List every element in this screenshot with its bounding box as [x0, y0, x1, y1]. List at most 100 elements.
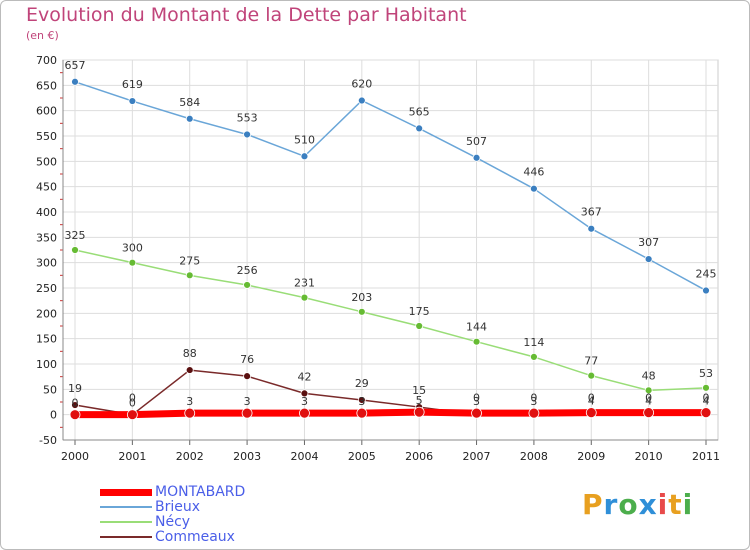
point-montabard	[643, 407, 655, 419]
data-label-brieux: 584	[179, 96, 200, 109]
legend-swatch	[100, 536, 152, 538]
data-labels: 6576195845535106205655074463673072453253…	[65, 59, 717, 410]
point-n-cy	[128, 258, 137, 267]
point-brieux	[185, 114, 194, 123]
data-label-n-cy: 48	[642, 369, 656, 382]
point-commeaux	[243, 372, 251, 381]
data-label-n-cy: 114	[523, 336, 544, 349]
data-label-brieux: 619	[122, 78, 143, 91]
chart-title: Evolution du Montant de la Dette par Hab…	[26, 4, 467, 26]
point-brieux	[472, 153, 481, 162]
data-label-brieux: 565	[409, 105, 430, 118]
point-brieux	[587, 224, 596, 233]
data-label-commeaux: 29	[355, 377, 369, 390]
point-n-cy	[185, 271, 194, 280]
point-brieux	[357, 96, 366, 105]
point-n-cy	[357, 307, 366, 316]
y-tick-label: 150	[36, 333, 57, 346]
y-tick-label: 650	[36, 79, 57, 92]
logo-letter: o	[618, 488, 639, 521]
data-label-commeaux: 0	[530, 392, 537, 405]
logo-letter: i	[657, 488, 669, 521]
point-montabard	[69, 409, 81, 421]
data-label-montabard: 0	[72, 397, 79, 410]
data-label-commeaux: 0	[129, 392, 136, 405]
data-label-commeaux: 0	[703, 392, 710, 405]
x-tick-label: 2002	[176, 450, 204, 463]
data-label-n-cy: 175	[409, 305, 430, 318]
data-label-commeaux: 19	[68, 382, 82, 395]
y-axis: -50 0 50 100 150 200 250 300 350 400 450 500 550 600 6…	[36, 54, 64, 447]
series-line-brieux	[74, 81, 707, 292]
legend-label: Commeaux	[155, 529, 235, 545]
y-tick-label: 0	[50, 409, 57, 422]
point-montabard	[585, 407, 597, 419]
data-label-n-cy: 144	[466, 321, 487, 334]
logo-letter: i	[682, 488, 694, 521]
data-label-montabard: 4	[645, 395, 652, 408]
data-label-commeaux: 0	[473, 392, 480, 405]
data-label-n-cy: 300	[122, 242, 143, 255]
point-commeaux	[71, 401, 79, 409]
data-label-montabard: 4	[588, 395, 595, 408]
point-montabard	[356, 407, 368, 419]
point-commeaux	[357, 396, 366, 404]
point-brieux	[128, 97, 137, 105]
data-label-montabard: 3	[301, 395, 308, 408]
x-tick-label: 2000	[61, 450, 89, 463]
data-label-n-cy: 325	[65, 229, 86, 242]
data-label-montabard: 3	[530, 395, 537, 408]
point-brieux	[644, 255, 653, 264]
data-label-brieux: 553	[237, 111, 258, 124]
data-label-brieux: 507	[466, 135, 487, 148]
point-n-cy	[415, 322, 424, 330]
proxiti-logo: Proxiti	[582, 488, 693, 521]
point-n-cy	[530, 353, 538, 361]
point-montabard	[471, 407, 482, 419]
y-tick-label: 100	[36, 358, 57, 371]
data-label-brieux: 367	[581, 206, 602, 219]
y-tick-label: 700	[36, 54, 57, 67]
legend-label: MONTABARD	[155, 484, 246, 500]
y-tick-label: 400	[36, 206, 57, 219]
logo-letter: r	[603, 488, 619, 521]
data-label-n-cy: 256	[237, 264, 258, 277]
y-tick-label: 50	[43, 383, 57, 396]
data-label-montabard: 3	[358, 395, 365, 408]
logo-letter: t	[668, 488, 683, 521]
data-label-n-cy: 77	[584, 355, 598, 368]
point-montabard	[241, 407, 253, 419]
data-label-brieux: 446	[523, 166, 544, 179]
x-tick-label: 2011	[692, 450, 720, 463]
data-label-commeaux: 42	[297, 370, 311, 383]
y-tick-label: 450	[36, 181, 57, 194]
data-label-n-cy: 275	[179, 254, 200, 267]
legend-swatch	[100, 488, 152, 496]
point-montabard	[700, 407, 712, 419]
point-n-cy	[243, 281, 251, 289]
y-tick-label: 300	[36, 257, 57, 270]
series-line-montabard	[75, 408, 706, 419]
data-label-brieux: 307	[638, 236, 659, 249]
point-montabard	[299, 407, 310, 419]
y-tick-label: 350	[36, 231, 57, 244]
point-commeaux	[185, 366, 194, 374]
point-n-cy	[472, 337, 481, 346]
y-tick-label: 550	[36, 130, 57, 143]
x-tick-label: 2001	[118, 450, 146, 463]
data-label-commeaux: 15	[412, 384, 426, 397]
y-tick-label: 200	[36, 307, 57, 320]
logo-letter: P	[582, 488, 604, 521]
point-brieux	[415, 124, 424, 133]
series-line-commeaux	[74, 369, 706, 416]
point-montabard	[413, 406, 425, 418]
point-brieux	[530, 184, 538, 193]
x-tick-label: 2007	[463, 450, 491, 463]
x-tick-label: 2010	[635, 450, 663, 463]
data-label-montabard: 5	[416, 394, 423, 407]
data-label-brieux: 620	[351, 78, 372, 91]
data-label-montabard: 4	[703, 395, 710, 408]
chart-subtitle: (en €)	[26, 29, 59, 42]
data-label-montabard: 0	[129, 397, 136, 410]
